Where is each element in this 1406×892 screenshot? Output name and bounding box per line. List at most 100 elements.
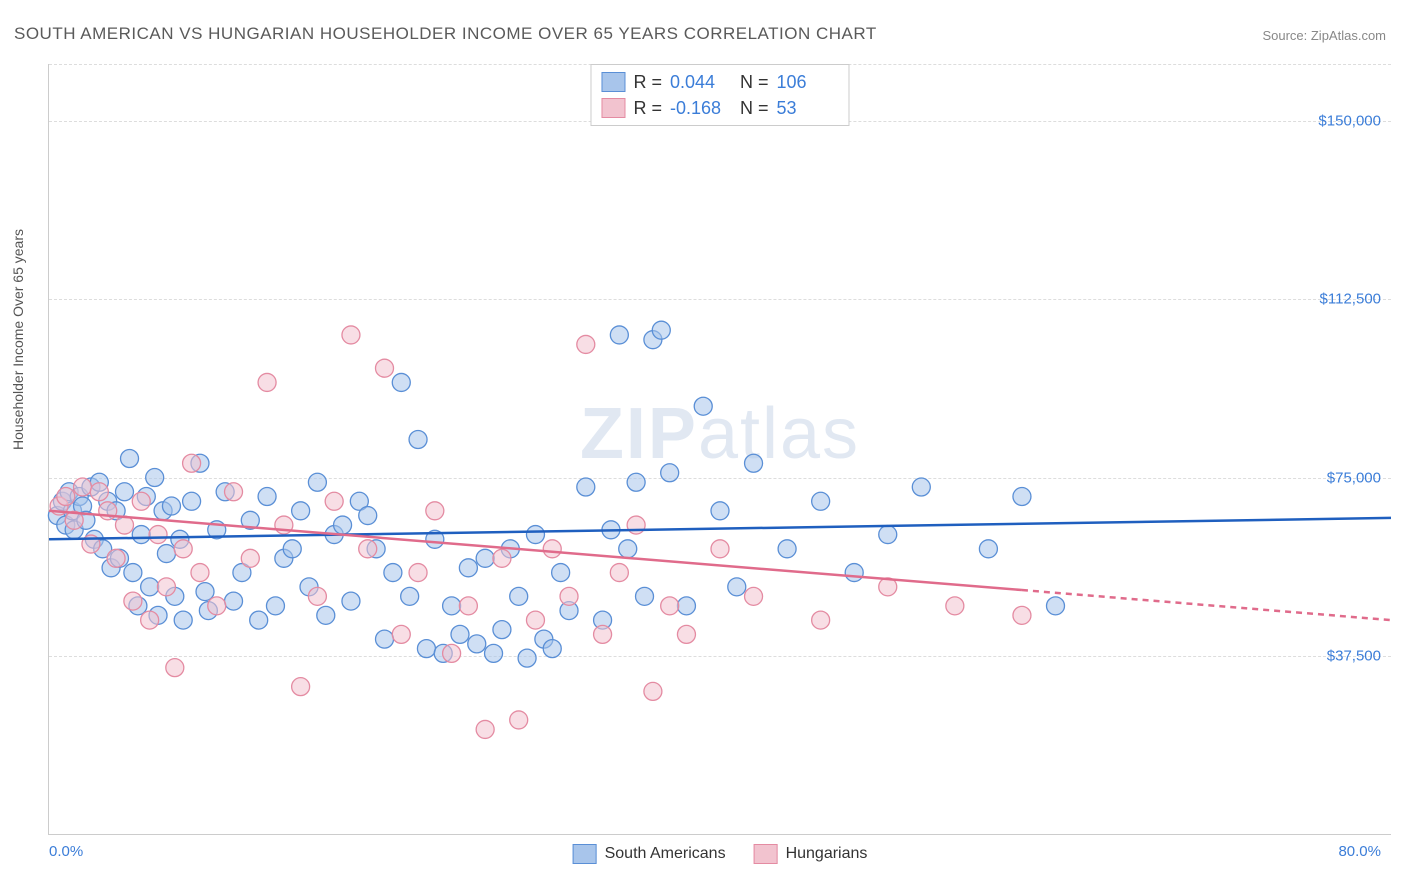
data-point bbox=[694, 397, 712, 415]
x-tick-label-min: 0.0% bbox=[49, 843, 83, 860]
data-point bbox=[392, 625, 410, 643]
data-point bbox=[191, 564, 209, 582]
data-point bbox=[342, 592, 360, 610]
data-point bbox=[1047, 597, 1065, 615]
data-point bbox=[132, 526, 150, 544]
data-point bbox=[121, 450, 139, 468]
data-point bbox=[107, 549, 125, 567]
data-point bbox=[409, 564, 427, 582]
stats-r-value-0: 0.044 bbox=[670, 69, 732, 95]
data-point bbox=[485, 644, 503, 662]
data-point bbox=[292, 502, 310, 520]
data-point bbox=[979, 540, 997, 558]
data-point bbox=[292, 678, 310, 696]
data-point bbox=[543, 540, 561, 558]
data-point bbox=[146, 469, 164, 487]
stats-r-label: R = bbox=[633, 69, 662, 95]
stats-n-label: N = bbox=[740, 95, 769, 121]
data-point bbox=[174, 540, 192, 558]
data-point bbox=[342, 326, 360, 344]
data-point bbox=[661, 597, 679, 615]
data-point bbox=[812, 611, 830, 629]
data-point bbox=[610, 564, 628, 582]
data-point bbox=[90, 483, 108, 501]
data-point bbox=[745, 587, 763, 605]
data-point bbox=[778, 540, 796, 558]
data-point bbox=[476, 549, 494, 567]
data-point bbox=[124, 564, 142, 582]
data-point bbox=[652, 321, 670, 339]
data-point bbox=[644, 682, 662, 700]
legend-label-series-0: South Americans bbox=[605, 845, 726, 863]
footer-legend: South Americans Hungarians bbox=[573, 844, 868, 864]
data-point bbox=[376, 359, 394, 377]
data-point bbox=[510, 587, 528, 605]
source-attribution: Source: ZipAtlas.com bbox=[1262, 28, 1386, 43]
stats-n-label: N = bbox=[740, 69, 769, 95]
data-point bbox=[451, 625, 469, 643]
data-point bbox=[157, 578, 175, 596]
data-point bbox=[468, 635, 486, 653]
data-point bbox=[308, 587, 326, 605]
data-point bbox=[627, 516, 645, 534]
data-point bbox=[728, 578, 746, 596]
data-point bbox=[417, 640, 435, 658]
data-point bbox=[661, 464, 679, 482]
data-point bbox=[317, 606, 335, 624]
trendline-dashed bbox=[1022, 590, 1391, 620]
data-point bbox=[426, 502, 444, 520]
data-point bbox=[225, 483, 243, 501]
scatter-plot-svg bbox=[49, 64, 1391, 834]
data-point bbox=[912, 478, 930, 496]
data-point bbox=[115, 483, 133, 501]
legend-swatch-series-0 bbox=[573, 844, 597, 864]
data-point bbox=[141, 578, 159, 596]
data-point bbox=[476, 720, 494, 738]
data-point bbox=[359, 507, 377, 525]
data-point bbox=[627, 473, 645, 491]
x-tick-label-max: 80.0% bbox=[1338, 843, 1381, 860]
stats-swatch-series-0 bbox=[601, 72, 625, 92]
data-point bbox=[443, 644, 461, 662]
data-point bbox=[266, 597, 284, 615]
y-axis-label: Householder Income Over 65 years bbox=[10, 229, 26, 450]
data-point bbox=[149, 526, 167, 544]
data-point bbox=[1013, 488, 1031, 506]
data-point bbox=[518, 649, 536, 667]
stats-n-value-1: 53 bbox=[777, 95, 839, 121]
data-point bbox=[157, 545, 175, 563]
data-point bbox=[241, 549, 259, 567]
data-point bbox=[745, 454, 763, 472]
data-point bbox=[124, 592, 142, 610]
data-point bbox=[162, 497, 180, 515]
data-point bbox=[619, 540, 637, 558]
data-point bbox=[308, 473, 326, 491]
data-point bbox=[359, 540, 377, 558]
stats-r-label: R = bbox=[633, 95, 662, 121]
chart-container: SOUTH AMERICAN VS HUNGARIAN HOUSEHOLDER … bbox=[0, 0, 1406, 892]
data-point bbox=[510, 711, 528, 729]
data-point bbox=[74, 478, 92, 496]
data-point bbox=[493, 621, 511, 639]
stats-row-series-0: R = 0.044 N = 106 bbox=[601, 69, 838, 95]
data-point bbox=[845, 564, 863, 582]
data-point bbox=[283, 540, 301, 558]
data-point bbox=[1013, 606, 1031, 624]
stats-n-value-0: 106 bbox=[777, 69, 839, 95]
data-point bbox=[183, 454, 201, 472]
data-point bbox=[174, 611, 192, 629]
legend-swatch-series-1 bbox=[754, 844, 778, 864]
data-point bbox=[711, 502, 729, 520]
chart-plot-area: ZIPatlas $37,500$75,000$112,500$150,000 … bbox=[48, 64, 1391, 835]
stats-legend-box: R = 0.044 N = 106 R = -0.168 N = 53 bbox=[590, 64, 849, 126]
data-point bbox=[325, 492, 343, 510]
data-point bbox=[225, 592, 243, 610]
data-point bbox=[677, 625, 695, 643]
data-point bbox=[493, 549, 511, 567]
data-point bbox=[526, 611, 544, 629]
data-point bbox=[250, 611, 268, 629]
data-point bbox=[409, 430, 427, 448]
data-point bbox=[610, 326, 628, 344]
data-point bbox=[526, 526, 544, 544]
data-point bbox=[401, 587, 419, 605]
